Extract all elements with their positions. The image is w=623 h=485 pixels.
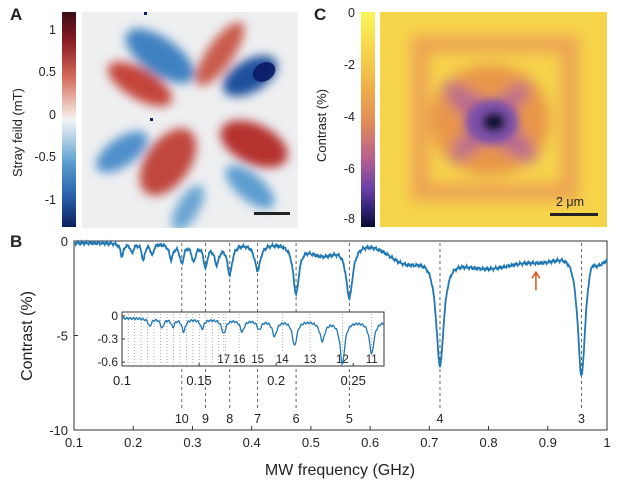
map-lobe-red — [195, 21, 245, 87]
inset-mode-label: 11 — [366, 354, 378, 366]
map-pixel-defect — [144, 12, 147, 15]
inset-y-tick-label: -0.6 — [97, 355, 118, 369]
scale-bar-c — [550, 213, 598, 216]
y-tick-label: -10 — [49, 423, 68, 438]
x-tick-label: 0.8 — [480, 435, 498, 450]
inset-y-tick-label: -0.3 — [97, 332, 118, 346]
map-lobe-blue — [225, 165, 275, 209]
colorbar-c-label: Contrast (%) — [314, 89, 329, 162]
panel-b-letter: B — [10, 232, 23, 251]
colorbar-c-tick: -2 — [343, 58, 355, 72]
colorbar-a-tick: 1 — [49, 23, 56, 37]
panel-a-colorbar — [62, 12, 76, 227]
x-tick-label: 0.6 — [361, 435, 379, 450]
colorbar-a-tick: -0.5 — [34, 150, 56, 164]
resonance-arrow-icon — [531, 270, 541, 291]
map-lobe-blue — [125, 28, 195, 84]
inset-x-tick-label: 0.15 — [186, 373, 211, 388]
mode-marker-label: 9 — [202, 412, 209, 426]
map-pixel-defect — [150, 118, 153, 121]
inset-mode-label: 16 — [233, 354, 246, 366]
colorbar-c-tick: -8 — [343, 212, 355, 226]
x-tick-label: 0.1 — [65, 435, 83, 450]
inset-x-tick-label: 0.25 — [341, 373, 366, 388]
mode-marker-label: 3 — [578, 412, 585, 426]
y-tick-label: -5 — [56, 329, 68, 344]
x-tick-label: 0.3 — [183, 435, 201, 450]
x-tick-label: 0.4 — [243, 435, 261, 450]
map-c-square-frame — [411, 35, 579, 201]
x-tick-label: 0.9 — [539, 435, 557, 450]
inset-mode-label: 12 — [336, 354, 349, 366]
colorbar-c-tick: 0 — [348, 6, 355, 20]
map-lobe-red — [107, 61, 173, 107]
x-tick-label: 1 — [603, 435, 610, 450]
x-tick-label: 0.2 — [124, 435, 142, 450]
panel-a-letter: A — [10, 5, 23, 24]
colorbar-a-tick: 0.5 — [38, 65, 56, 79]
inset-y-tick-label: 0 — [111, 309, 118, 323]
inset-x-tick-label: 0.1 — [113, 373, 131, 388]
spectrum-chart: 10 9 8 7 6 5 4 3 0.1 0.2 0.3 0.4 0.5 0.6 0.7 0.8 0.9 10-… — [19, 234, 611, 479]
colorbar-c-tick: -6 — [343, 162, 355, 176]
contrast-map — [380, 12, 607, 227]
mode-marker-label: 7 — [254, 412, 261, 426]
colorbar-a-tick: 0 — [49, 108, 56, 122]
colorbar-c-tick: -4 — [343, 110, 355, 124]
mode-marker-label: 10 — [175, 412, 189, 426]
map-c-core-dark — [482, 112, 506, 132]
map-lobe-blue — [171, 184, 205, 228]
stray-field-map — [82, 12, 298, 228]
inset-mode-label: 15 — [251, 354, 264, 366]
map-lobe-red — [220, 120, 288, 168]
map-lobe-red — [139, 128, 197, 196]
mode-marker-label: 4 — [437, 412, 444, 426]
y-tick-label: 0 — [61, 234, 68, 249]
mode-marker-label: 5 — [346, 412, 353, 426]
x-axis-label: MW frequency (GHz) — [265, 462, 415, 479]
x-tick-label: 0.5 — [302, 435, 320, 450]
colorbar-a-label: Stray feild (mT) — [10, 88, 25, 177]
y-axis-label: Contrast (%) — [19, 291, 36, 381]
colorbar-a-tick: -1 — [44, 193, 56, 207]
inset-mode-label: 14 — [276, 354, 289, 366]
mode-marker-label: 6 — [293, 412, 300, 426]
spectrum-trace — [73, 239, 608, 376]
scale-bar-a — [254, 212, 290, 215]
inset-x-tick-label: 0.2 — [267, 373, 285, 388]
inset-trace — [121, 316, 385, 366]
inset-mode-label: 17 — [217, 354, 230, 366]
panel-c-colorbar — [361, 12, 375, 227]
inset-mode-label: 13 — [304, 354, 317, 366]
panel-c-letter: C — [314, 5, 327, 24]
map-core-dark — [252, 62, 276, 82]
scale-bar-c-label: 2 μm — [556, 195, 585, 209]
map-lobe-blue — [96, 131, 148, 173]
x-tick-label: 0.7 — [420, 435, 438, 450]
mode-marker-label: 8 — [226, 412, 233, 426]
